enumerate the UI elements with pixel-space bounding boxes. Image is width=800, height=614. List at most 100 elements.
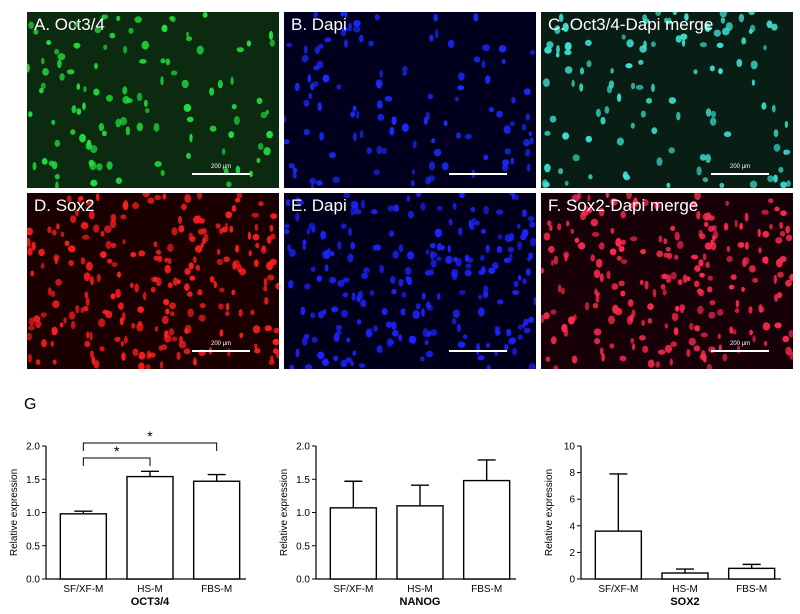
nucleus	[525, 148, 531, 157]
nucleus	[528, 252, 534, 260]
nucleus	[188, 262, 194, 270]
bar	[59, 513, 108, 580]
nucleus	[638, 59, 644, 65]
nucleus	[605, 193, 610, 199]
nucleus	[195, 245, 203, 253]
nucleus	[115, 288, 121, 298]
nucleus	[377, 113, 385, 121]
x-tick-label: FBS-M	[736, 584, 767, 595]
nucleus	[288, 163, 295, 169]
nucleus	[451, 268, 459, 277]
nucleus	[59, 322, 64, 328]
nucleus	[70, 129, 76, 135]
nucleus	[664, 17, 669, 24]
nucleus	[198, 314, 206, 322]
nucleus	[388, 339, 395, 345]
nucleus	[457, 85, 465, 91]
nucleus	[332, 176, 340, 183]
nucleus	[31, 241, 36, 251]
x-axis-label: SOX2	[670, 596, 699, 608]
nucleus	[195, 264, 201, 271]
nucleus	[734, 308, 740, 314]
nucleus	[114, 336, 121, 342]
nucleus	[457, 341, 466, 348]
nucleus	[675, 305, 680, 312]
nucleus	[33, 315, 41, 323]
y-tick-label: 8	[569, 468, 575, 479]
nucleus	[376, 100, 383, 109]
nucleus	[494, 325, 501, 332]
nucleus	[90, 179, 98, 187]
nucleus	[741, 286, 745, 293]
nucleus	[595, 258, 603, 268]
nucleus	[160, 58, 166, 64]
panel-background	[541, 12, 793, 188]
nucleus	[658, 349, 666, 355]
nucleus	[474, 220, 480, 226]
nucleus	[217, 80, 223, 89]
nucleus	[776, 292, 783, 299]
nucleus	[588, 208, 592, 214]
nucleus	[35, 320, 42, 329]
nucleus	[590, 218, 599, 227]
nucleus	[350, 241, 356, 250]
nucleus	[68, 311, 76, 320]
nucleus	[427, 93, 434, 100]
nucleus	[91, 355, 96, 365]
nucleus	[107, 258, 113, 264]
nucleus	[134, 16, 142, 23]
nucleus	[265, 109, 269, 115]
nucleus	[313, 65, 320, 71]
nucleus	[529, 50, 536, 55]
nucleus	[82, 102, 86, 110]
nucleus	[250, 309, 255, 316]
nucleus	[366, 147, 372, 155]
nucleus	[705, 153, 711, 163]
nucleus	[302, 244, 306, 251]
x-tick-label: FBS-M	[201, 584, 232, 595]
panel-oct34: A. Oct3/4 200 µm	[27, 12, 279, 188]
nucleus	[376, 145, 383, 155]
nucleus	[702, 213, 711, 221]
nucleus	[288, 248, 296, 257]
nucleus	[310, 183, 315, 188]
nucleus	[176, 279, 181, 285]
nucleus	[90, 350, 94, 358]
nucleus	[260, 111, 268, 119]
nucleus	[529, 237, 536, 247]
panel-oct34-merge-image	[541, 12, 793, 188]
nucleus	[374, 244, 382, 251]
nucleus	[518, 274, 522, 281]
nucleus	[28, 111, 33, 118]
nucleus	[631, 309, 636, 318]
nucleus	[768, 198, 774, 204]
nucleus	[436, 205, 443, 211]
y-tick-label: 1.5	[296, 475, 310, 486]
nucleus	[647, 318, 653, 324]
nucleus	[481, 60, 486, 69]
nucleus	[153, 241, 158, 248]
nucleus	[593, 269, 601, 279]
nucleus	[56, 223, 60, 230]
nucleus	[302, 239, 307, 246]
nucleus	[156, 249, 161, 255]
nucleus	[779, 256, 787, 263]
nucleus	[665, 246, 671, 252]
nucleus	[483, 205, 489, 215]
nucleus	[317, 310, 325, 319]
nucleus	[381, 308, 388, 316]
nucleus	[171, 227, 178, 236]
nucleus	[142, 193, 150, 198]
nucleus	[785, 234, 793, 242]
y-tick-label: 0	[569, 575, 575, 586]
nucleus	[258, 201, 264, 207]
nucleus	[186, 31, 190, 37]
nucleus	[483, 154, 489, 161]
nucleus	[769, 223, 773, 230]
nucleus	[702, 253, 707, 261]
nucleus	[247, 231, 251, 240]
nucleus	[131, 322, 136, 329]
nucleus	[729, 326, 734, 334]
nucleus	[327, 248, 331, 256]
nucleus	[699, 272, 705, 278]
